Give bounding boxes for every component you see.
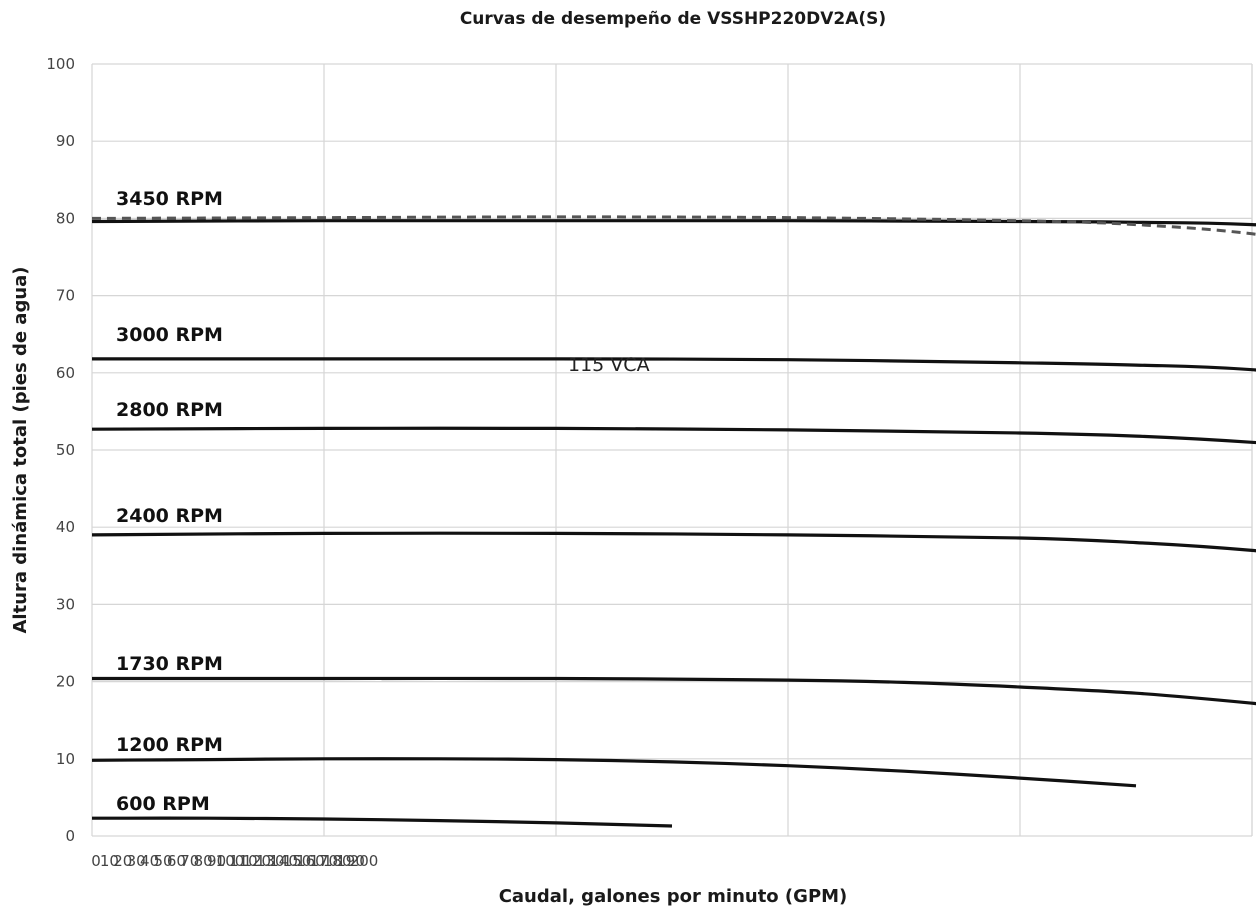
grid <box>91 63 1253 837</box>
x-tick-label: 130 <box>256 852 285 870</box>
series-line-1200-rpm <box>91 757 1137 788</box>
series-line-3450-rpm <box>91 219 1256 227</box>
y-tick-label: 70 <box>56 287 75 305</box>
y-tick-label: 40 <box>56 518 75 536</box>
series-label-115-vca: 115 VCA <box>568 354 650 376</box>
series-line-3000-rpm <box>92 357 1256 372</box>
y-tick-label: 80 <box>56 209 75 227</box>
series-label-1200-rpm: 1200 RPM <box>116 734 223 756</box>
series-line-600-rpm <box>91 816 673 828</box>
x-tick-label: 120 <box>242 852 271 870</box>
x-ticks: 0 102030405060708090100110120130140150160… <box>91 852 378 870</box>
x-tick-label: 180 <box>323 852 352 870</box>
series-line-2800-rpm <box>91 426 1256 445</box>
x-tick-label: 10 <box>100 852 119 870</box>
x-tick-label: 140 <box>269 852 298 870</box>
x-tick-label: 90 <box>207 852 226 870</box>
x-tick-label: 170 <box>309 852 338 870</box>
x-tick-label: 30 <box>127 852 146 870</box>
x-tick-label: 200 <box>350 852 379 870</box>
x-tick-label: 0 <box>91 852 101 870</box>
x-axis-label: Caudal, galones por minuto (GPM) <box>499 886 848 907</box>
x-tick-label: 100 <box>216 852 245 870</box>
series-label-600-rpm: 600 RPM <box>116 793 210 815</box>
x-tick-label: 160 <box>296 852 325 870</box>
series-labels: 3450 RPM 3000 RPM 2800 RPM 2400 RPM 1730 RPM… <box>116 188 650 815</box>
series-layer <box>91 215 1256 828</box>
series-label-1730-rpm: 1730 RPM <box>116 653 223 675</box>
series-line-2400-rpm <box>91 531 1256 553</box>
x-tick-label: 70 <box>180 852 199 870</box>
x-tick-label: 50 <box>153 852 172 870</box>
y-tick-label: 30 <box>56 595 75 613</box>
y-tick-label: 50 <box>56 441 75 459</box>
x-tick-label: 110 <box>229 852 258 870</box>
y-tick-label: 0 <box>65 827 75 845</box>
x-tick-label: 150 <box>283 852 312 870</box>
x-tick-label: 40 <box>140 852 159 870</box>
series-label-2800-rpm: 2800 RPM <box>116 399 223 421</box>
series-label-2400-rpm: 2400 RPM <box>116 505 223 527</box>
series-line-115-vca <box>91 215 1256 236</box>
y-tick-label: 60 <box>56 364 75 382</box>
y-tick-label: 10 <box>56 750 75 768</box>
y-ticks: 0 10 20 30 40 50 60 70 80 90 100 <box>46 55 75 845</box>
x-tick-label: 60 <box>167 852 186 870</box>
y-axis-label: Altura dinámica total (pies de agua) <box>10 266 31 633</box>
y-tick-label: 100 <box>46 55 75 73</box>
y-tick-label: 20 <box>56 673 75 691</box>
x-tick-label: 20 <box>113 852 132 870</box>
y-tick-label: 90 <box>56 132 75 150</box>
chart-title: Curvas de desempeño de VSSHP220DV2A(S) <box>460 9 886 29</box>
series-line-1730-rpm <box>91 676 1256 706</box>
x-tick-label: 80 <box>194 852 213 870</box>
x-tick-label: 190 <box>336 852 365 870</box>
series-label-3000-rpm: 3000 RPM <box>116 324 223 346</box>
series-label-3450-rpm: 3450 RPM <box>116 188 223 210</box>
